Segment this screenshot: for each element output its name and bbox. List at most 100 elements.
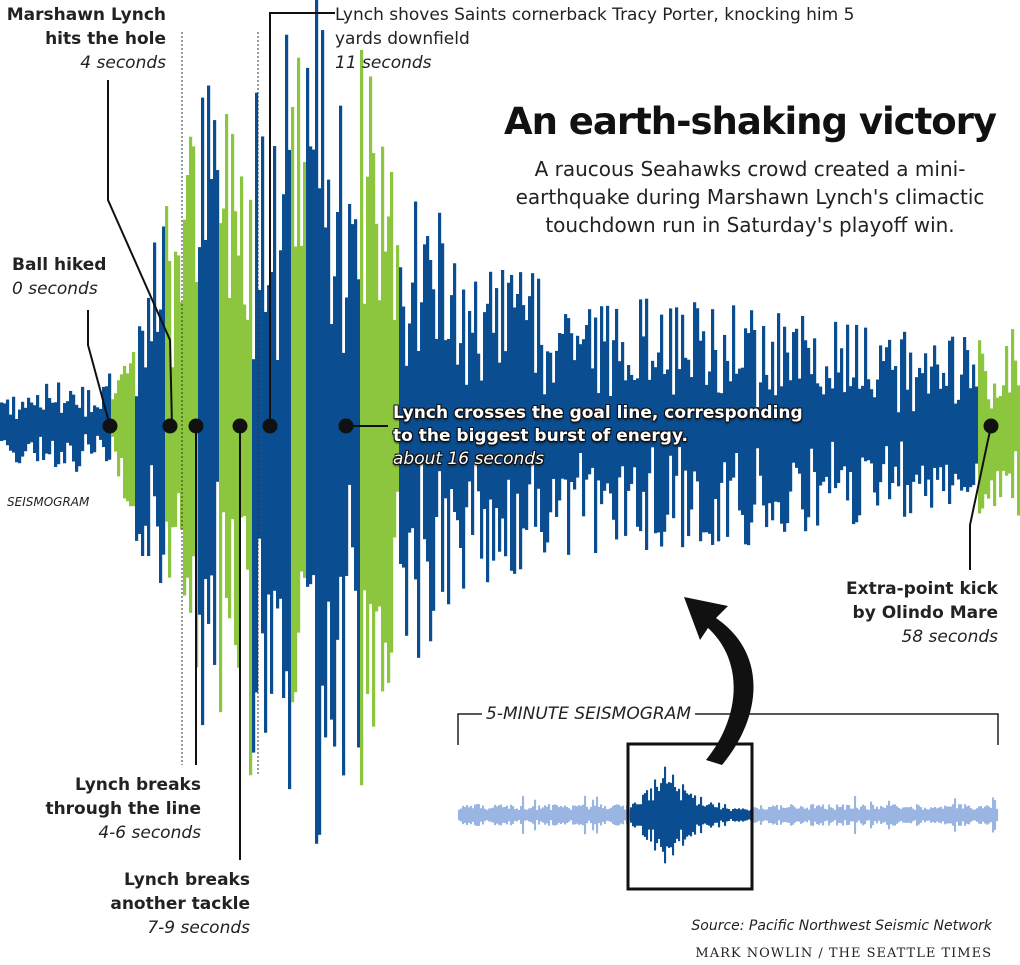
seismogram-bar — [177, 255, 181, 494]
seismogram-bar — [552, 382, 556, 479]
inset-bar — [830, 807, 833, 823]
inset-bar — [644, 793, 647, 837]
seismogram-bar — [561, 333, 565, 479]
seismogram-bar — [627, 365, 631, 491]
seismogram-bar — [192, 146, 196, 557]
inset-bar — [846, 804, 849, 826]
seismogram-bar — [171, 367, 175, 528]
seismogram-bar — [570, 333, 574, 482]
inset-bar — [716, 807, 719, 823]
inset-bar — [598, 806, 601, 824]
seismogram-bar — [768, 389, 772, 504]
seismogram-bar — [741, 367, 745, 515]
seismogram-bar — [621, 342, 625, 467]
inset-bar — [542, 807, 545, 823]
seismogram-bar — [522, 305, 526, 529]
seismogram-bar — [630, 374, 634, 484]
inset-bar — [884, 808, 887, 822]
inset-bar — [882, 807, 885, 823]
seismogram-bar — [618, 361, 622, 478]
inset-bar — [492, 807, 495, 823]
inset-bar — [734, 808, 737, 822]
inset-bar — [706, 805, 709, 825]
inset-bar — [572, 805, 575, 825]
seismogram-bar — [87, 390, 91, 445]
seismogram-bar — [978, 340, 982, 514]
inset-bar — [744, 809, 747, 821]
leader-line-hole — [107, 80, 173, 427]
inset-label: 5-MINUTE SEISMOGRAM — [482, 704, 695, 724]
inset-bar — [676, 791, 679, 839]
inset-bar — [962, 808, 965, 822]
seismogram-bar — [777, 313, 781, 503]
inset-bar — [638, 804, 641, 826]
inset-bar — [560, 806, 563, 824]
inset-bar — [740, 809, 743, 821]
seismogram-trace — [0, 0, 1020, 844]
seismogram-bar — [1014, 360, 1018, 452]
seismogram-bar — [366, 176, 370, 694]
inset-bar — [566, 807, 569, 823]
inset-bar — [748, 810, 751, 820]
event-label-hole: Marshawn Lynch hits the hole 4 seconds — [2, 3, 166, 75]
seismogram-bar — [771, 341, 775, 521]
inset-bar — [514, 809, 517, 821]
seismogram-bar — [492, 332, 496, 561]
inset-bar — [988, 806, 991, 824]
inset-bar — [784, 808, 787, 822]
inset-bar — [636, 804, 639, 826]
inset-bar — [712, 804, 715, 826]
inset-bar — [666, 783, 669, 847]
event-time: 0 seconds — [12, 279, 98, 299]
seismogram-bar — [390, 171, 394, 653]
event-marker-hiked — [102, 418, 118, 434]
seismogram-bar — [636, 378, 640, 527]
seismogram-bar — [273, 146, 277, 591]
inset-bar — [710, 802, 713, 828]
subtitle: A raucous Seahawks crowd created a mini-… — [515, 157, 985, 237]
seismogram-bar — [426, 236, 430, 562]
inset-bar — [922, 809, 925, 821]
seismogram-bar — [537, 278, 541, 489]
seismogram-bar — [45, 383, 49, 454]
seismogram-bar — [222, 208, 226, 513]
seismogram-bar — [27, 397, 31, 445]
seismogram-bar — [279, 250, 283, 599]
seismogram-bar — [423, 244, 427, 540]
inset-bar — [968, 805, 971, 825]
seismogram-bar — [252, 359, 256, 753]
seismogram-bar — [957, 399, 961, 480]
event-label-line: Lynch breaks through the line 4-6 second… — [40, 773, 201, 845]
seismogram-bar — [615, 308, 619, 540]
inset-bar — [694, 795, 697, 835]
inset-bar — [670, 782, 673, 848]
seismogram-bar — [717, 392, 721, 542]
seismogram-bar — [96, 407, 100, 436]
seismogram-bar — [666, 369, 670, 515]
seismogram-bar — [261, 136, 265, 634]
seismogram-bar — [750, 310, 754, 523]
inset-bar — [906, 807, 909, 823]
event-label-goal: Lynch crosses the goal line, correspondi… — [393, 402, 823, 471]
inset-bar — [826, 809, 829, 821]
inset-bar — [938, 807, 941, 823]
inset-bar — [468, 807, 471, 823]
seismogram-bar — [555, 350, 559, 517]
inset-bar — [952, 804, 955, 826]
seismogram-bar — [243, 304, 247, 516]
seismogram-bar — [870, 389, 874, 464]
seismogram-bar — [564, 314, 568, 480]
inset-bar — [796, 808, 799, 822]
seismogram-bar — [420, 302, 424, 465]
inset-highlight-box — [626, 742, 754, 891]
seismogram-bar — [996, 397, 1000, 472]
seismogram-bar — [687, 359, 691, 537]
inset-bar — [888, 800, 891, 830]
event-title: Lynch breaks through the line — [45, 775, 201, 819]
seismogram-bar — [30, 402, 34, 443]
leader-line-hiked — [87, 310, 111, 427]
seismogram-bar — [60, 412, 64, 452]
seismogram-bar — [975, 386, 979, 464]
inset-bar — [686, 793, 689, 837]
seismogram-bar — [183, 219, 187, 596]
